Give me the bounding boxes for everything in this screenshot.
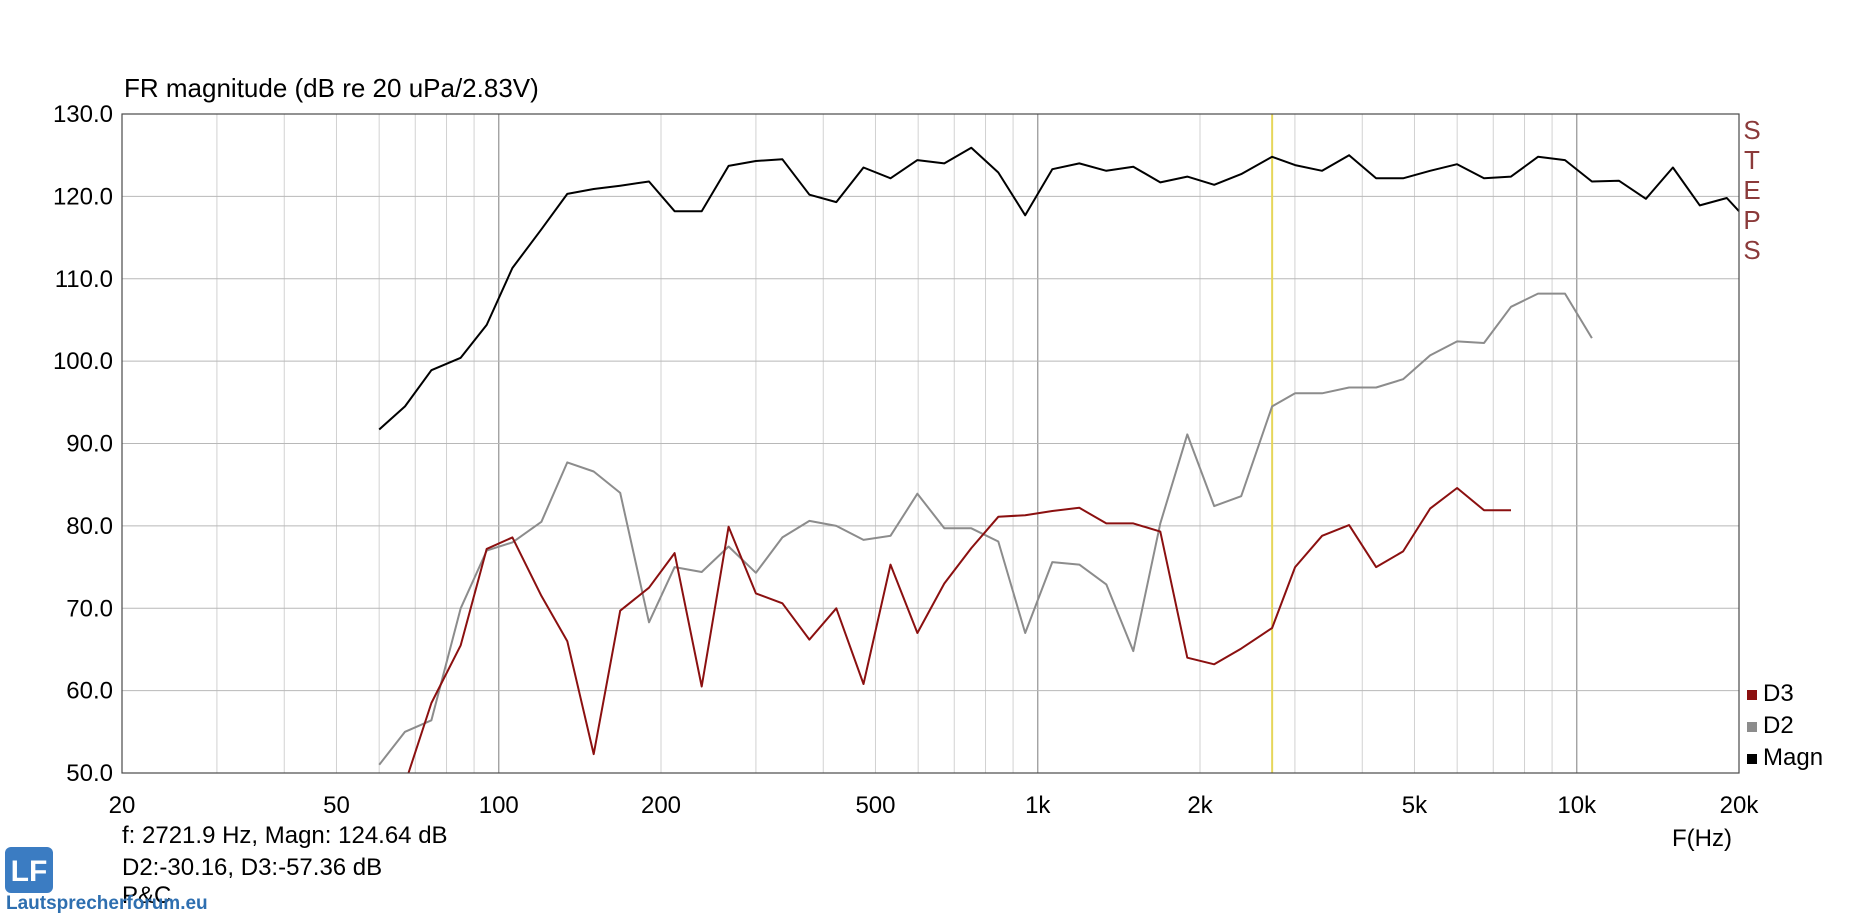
legend-label: D2 xyxy=(1763,712,1794,739)
series-line-magn xyxy=(378,146,1740,431)
watermark-text: Lautsprecherforum.eu xyxy=(6,893,208,914)
legend-label: Magn xyxy=(1763,744,1823,771)
y-tick-label: 90.0 xyxy=(66,431,113,458)
x-axis-tick-labels: 20 50 100 200 500 1k 2k 5k 10k 20k xyxy=(109,792,1760,819)
legend-swatch xyxy=(1747,690,1757,700)
y-tick-label: 120.0 xyxy=(53,183,113,210)
plot-frame xyxy=(121,113,1740,774)
y-tick-label: 100.0 xyxy=(53,348,113,375)
series-line-d3 xyxy=(407,487,1511,774)
x-tick-label: 20k xyxy=(1720,792,1760,819)
steps-letter: S xyxy=(1743,115,1760,145)
series-line-d2 xyxy=(378,292,1593,766)
x-tick-label: 2k xyxy=(1187,792,1213,819)
legend-swatch xyxy=(1747,722,1757,732)
steps-letter: P xyxy=(1743,205,1760,235)
steps-letter: T xyxy=(1744,145,1760,175)
y-tick-label: 80.0 xyxy=(66,513,113,540)
steps-letter: S xyxy=(1743,235,1760,265)
y-tick-label: 130.0 xyxy=(53,101,113,128)
cursor-readout-distortion: D2:-30.16, D3:-57.36 dB xyxy=(122,854,383,881)
x-tick-label: 200 xyxy=(641,792,681,819)
y-tick-label: 70.0 xyxy=(66,595,113,622)
y-tick-label: 110.0 xyxy=(55,266,113,293)
legend-label: D3 xyxy=(1763,680,1794,707)
x-tick-label: 20 xyxy=(109,792,136,819)
lf-logo-icon: LF xyxy=(5,847,53,893)
x-tick-label: 1k xyxy=(1025,792,1051,819)
readout-note: P&C xyxy=(122,882,172,909)
chart-grid xyxy=(122,114,1739,773)
legend-swatch xyxy=(1747,754,1757,764)
steps-letter: E xyxy=(1743,175,1760,205)
series-layer xyxy=(378,146,1740,774)
y-tick-label: 50.0 xyxy=(66,760,113,787)
y-axis-tick-labels: 130.0 120.0 110.0 100.0 90.0 80.0 70.0 60.0 50.0 xyxy=(53,101,113,787)
cursor-readout-frequency: f: 2721.9 Hz, Magn: 124.64 dB xyxy=(122,822,448,849)
chart-title: FR magnitude (dB re 20 uPa/2.83V) xyxy=(124,73,539,103)
x-axis-label: F(Hz) xyxy=(1672,825,1732,852)
x-tick-label: 10k xyxy=(1557,792,1597,819)
lf-logo-text: LF xyxy=(11,855,48,888)
x-tick-label: 5k xyxy=(1402,792,1428,819)
y-tick-label: 60.0 xyxy=(66,678,113,705)
x-tick-label: 50 xyxy=(323,792,350,819)
x-tick-label: 100 xyxy=(479,792,519,819)
x-tick-label: 500 xyxy=(855,792,895,819)
legend: D3 D2 Magn xyxy=(1747,680,1823,771)
